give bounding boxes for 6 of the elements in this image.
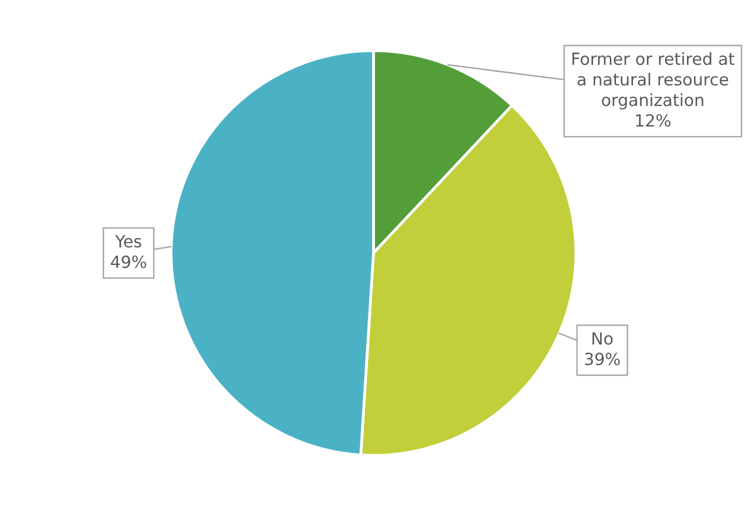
data-label: 12% [636,114,670,127]
data-label: 39% [584,352,620,366]
slice-label: Yes [115,235,142,248]
slice-label: No [592,332,613,345]
slice-label: Former or retired at a natural resource organization [572,52,734,110]
data-label: 49% [110,256,146,268]
